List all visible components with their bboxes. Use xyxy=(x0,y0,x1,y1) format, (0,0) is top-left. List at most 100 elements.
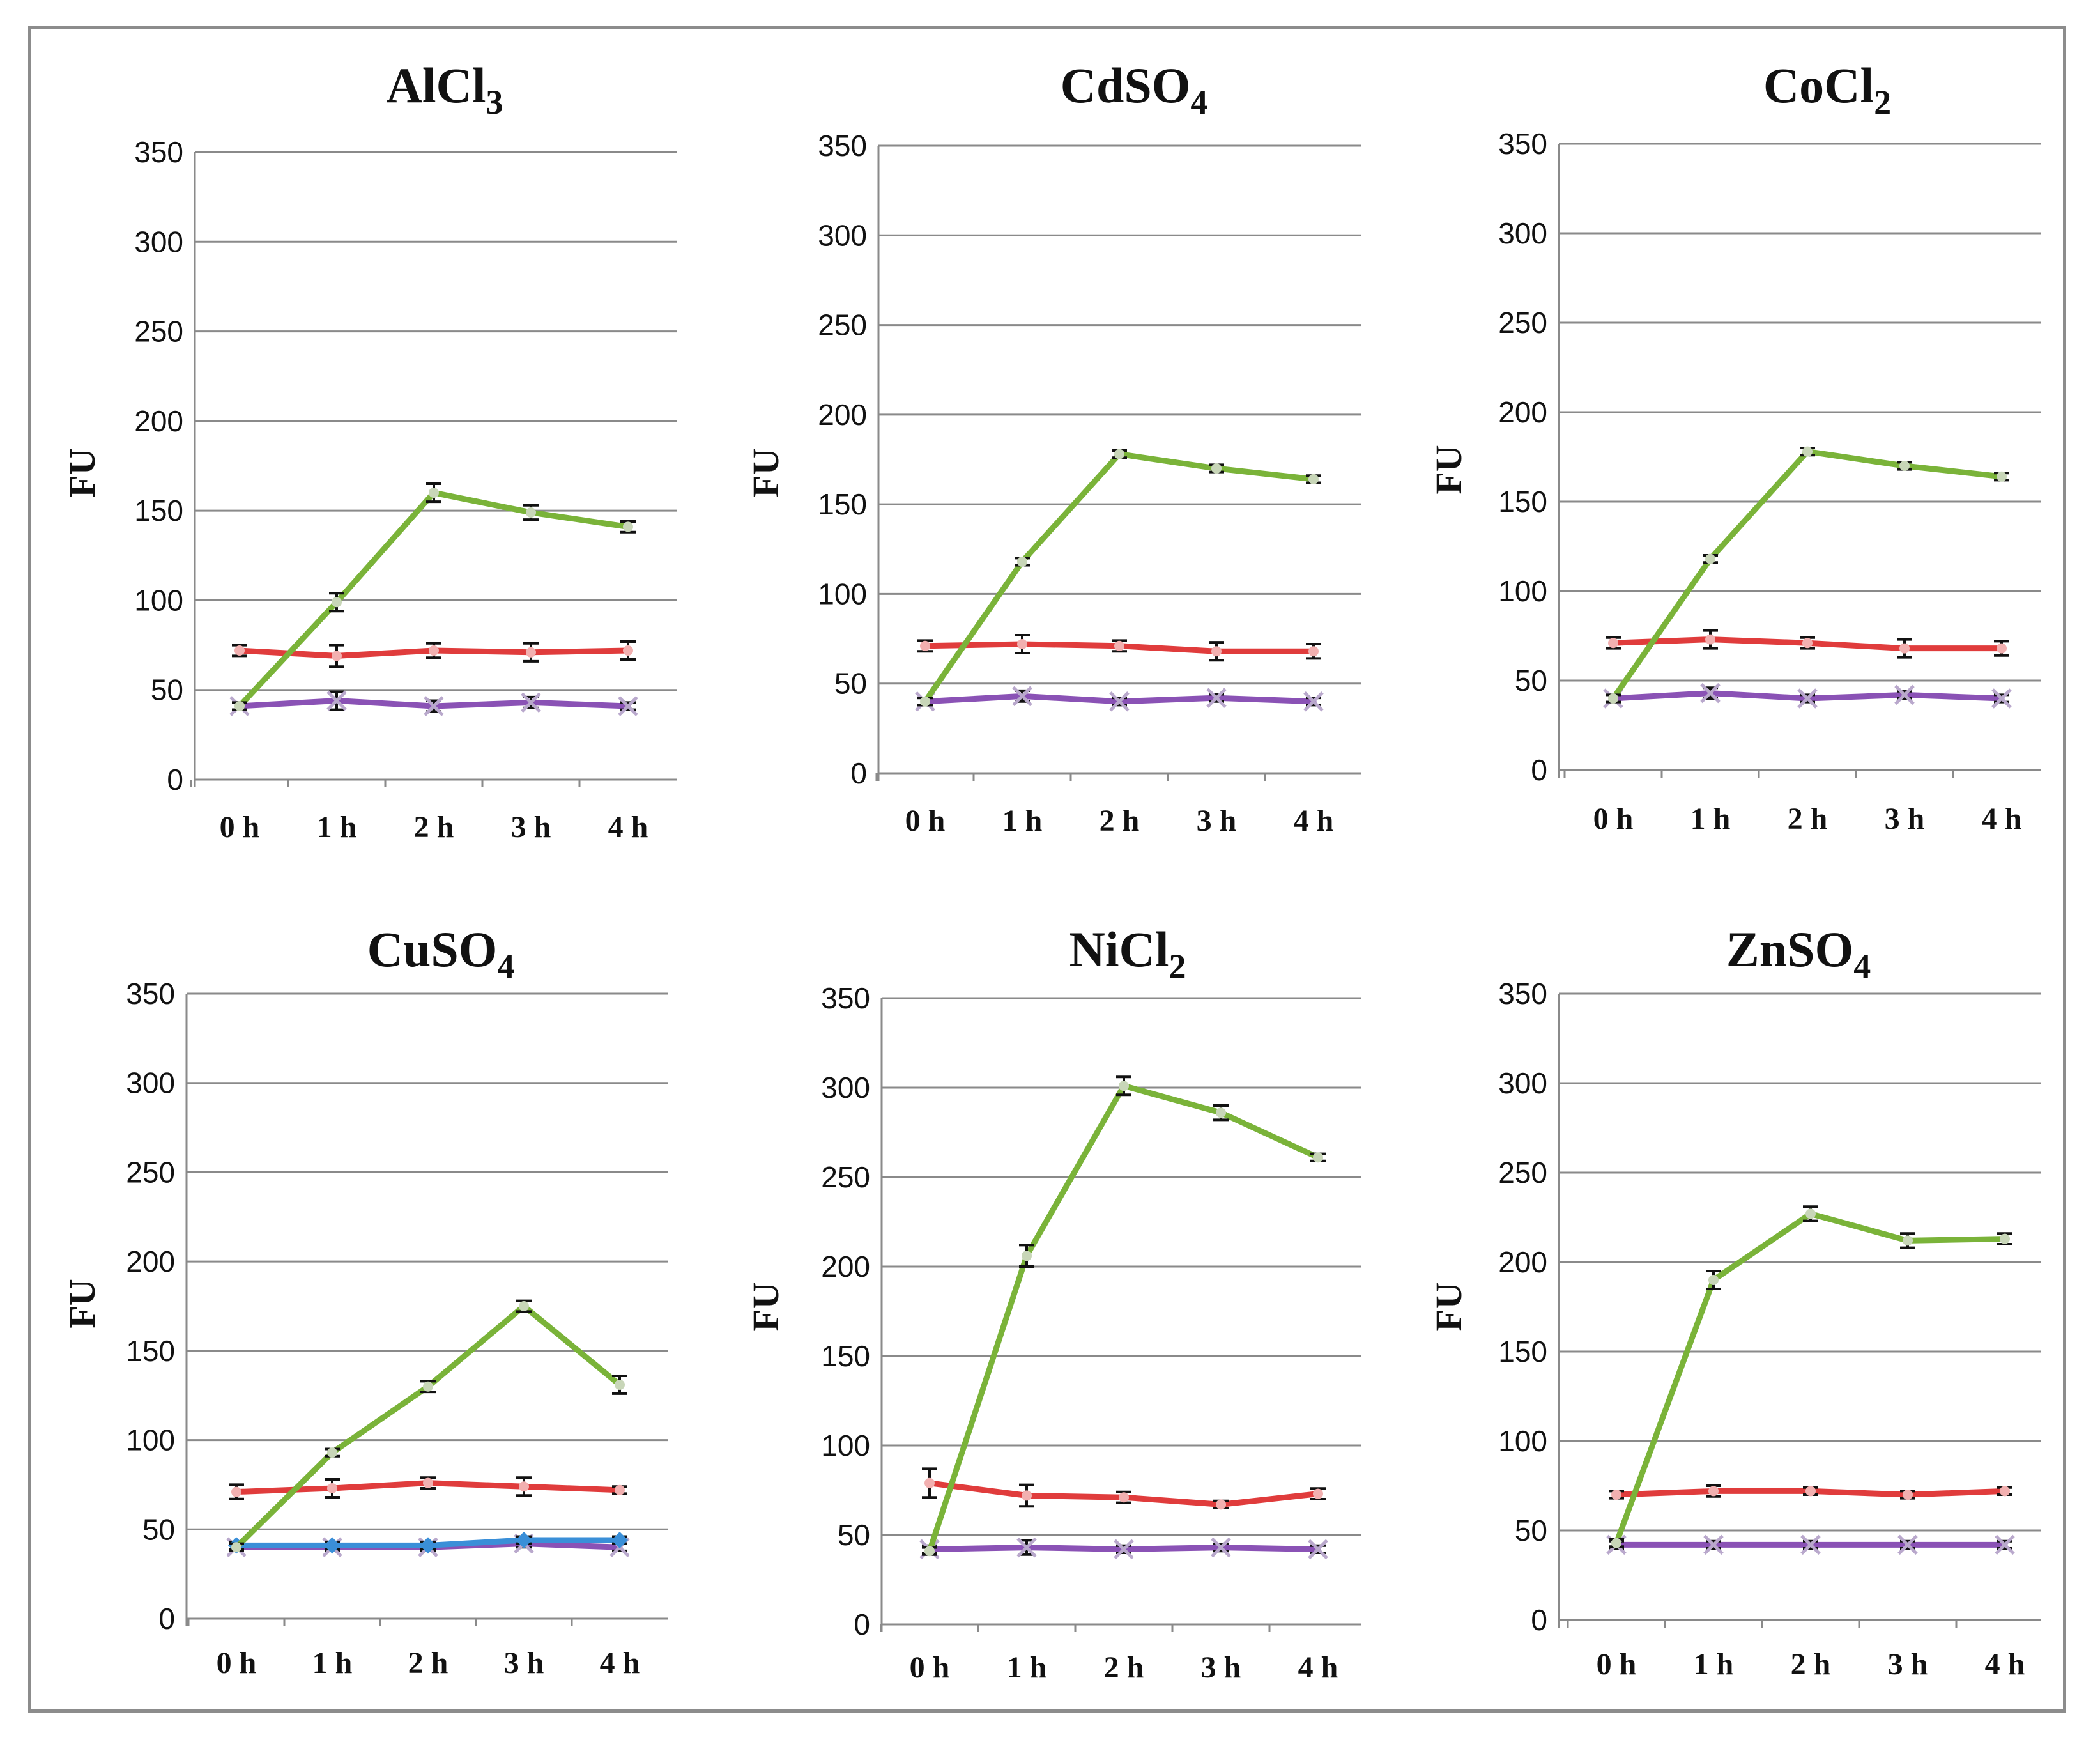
series-purple xyxy=(1603,682,2012,709)
chart-title-main: ZnSO xyxy=(1726,921,1853,977)
x-tick-labels: 0 h 1 h 2 h 3 h 4 h xyxy=(220,810,648,844)
y-tick-label: 150 xyxy=(126,1334,175,1368)
y-axis-label: FU xyxy=(745,1282,786,1331)
x-tick-label: 1 h xyxy=(317,810,357,844)
data-point-green xyxy=(1899,461,1910,471)
y-tick-label: 200 xyxy=(818,398,867,431)
data-point-green xyxy=(1997,471,2007,482)
data-point-purple xyxy=(618,696,638,716)
data-point-green xyxy=(1313,1152,1323,1163)
series-purple xyxy=(919,1537,1328,1560)
y-tick-label: 0 xyxy=(850,757,867,790)
series-red xyxy=(1609,1484,2012,1500)
series-line-green xyxy=(233,1303,623,1550)
x-tick-label: 2 h xyxy=(1104,1651,1144,1684)
gridlines xyxy=(1558,143,2041,778)
data-point-green xyxy=(1216,1107,1226,1118)
data-point-red xyxy=(423,1477,433,1488)
x-tick-label: 3 h xyxy=(504,1646,544,1680)
data-point-red xyxy=(2000,1486,2010,1497)
data-point-purple xyxy=(1991,688,2012,709)
data-point-red xyxy=(526,647,536,658)
series-purple xyxy=(915,686,1324,712)
data-point-purple xyxy=(1211,1537,1231,1558)
x-tick-label: 3 h xyxy=(1197,804,1237,838)
x-tick-labels: 0 h 1 h 2 h 3 h 4 h xyxy=(905,804,1334,838)
data-point-purple xyxy=(424,696,444,716)
y-tick-label: 250 xyxy=(818,309,867,342)
x-tick-label: 4 h xyxy=(608,810,648,844)
data-point-green xyxy=(231,1542,241,1553)
y-tick-label: 300 xyxy=(1498,217,1547,250)
data-series xyxy=(1603,446,2012,709)
series-green xyxy=(1606,446,2009,704)
data-point-green xyxy=(615,1379,625,1390)
data-point-red xyxy=(234,645,245,656)
data-point-red xyxy=(1705,634,1715,645)
data-point-red xyxy=(615,1484,625,1495)
y-tick-labels: 0 50 100 150 200 250 300 350 xyxy=(818,129,867,790)
data-point-green xyxy=(1608,693,1618,704)
data-point-green xyxy=(526,507,536,518)
chart-title-main: NiCl xyxy=(1069,921,1169,977)
data-point-red xyxy=(1997,643,2007,654)
data-point-red xyxy=(519,1481,529,1492)
chart-title-subscript: 2 xyxy=(1169,947,1186,985)
chart-title-subscript: 4 xyxy=(1190,83,1207,121)
data-point-blue xyxy=(611,1532,628,1549)
y-tick-label: 100 xyxy=(134,583,183,617)
y-tick-labels: 0 50 100 150 200 250 300 350 xyxy=(821,982,870,1641)
gridlines xyxy=(875,144,1361,781)
y-axis-label: FU xyxy=(1428,445,1469,494)
data-series xyxy=(229,482,638,716)
x-tick-label: 1 h xyxy=(312,1646,353,1680)
x-tick-labels: 0 h 1 h 2 h 3 h 4 h xyxy=(1593,802,2022,836)
series-red xyxy=(917,633,1321,662)
series-green xyxy=(1609,1205,2012,1548)
x-tick-label: 4 h xyxy=(1294,804,1334,838)
chart-panel-znso4: ZnSO4 FU 0 50 100 150 200 250 300 350 0 h 1 h 2 h… xyxy=(1428,921,2041,1681)
y-tick-labels: 0 50 100 150 200 250 300 350 xyxy=(1498,977,1547,1637)
series-line-green xyxy=(922,451,1317,705)
data-point-red xyxy=(231,1486,241,1497)
data-point-red xyxy=(1313,1488,1323,1499)
series-green xyxy=(922,1075,1326,1557)
y-tick-labels: 0 50 100 150 200 250 300 350 xyxy=(1498,127,1547,787)
y-tick-label: 0 xyxy=(1531,753,1547,787)
x-tick-label: 1 h xyxy=(1002,804,1043,838)
data-point-green xyxy=(1708,1275,1719,1285)
y-tick-label: 250 xyxy=(1498,306,1547,339)
y-tick-label: 0 xyxy=(1531,1603,1547,1637)
y-axis-label: FU xyxy=(61,448,103,497)
x-tick-label: 1 h xyxy=(1690,802,1731,836)
y-tick-label: 50 xyxy=(142,1513,175,1546)
y-tick-label: 150 xyxy=(821,1339,870,1373)
data-point-purple xyxy=(1800,1534,1821,1555)
data-point-green xyxy=(234,700,245,711)
data-point-red xyxy=(1308,646,1319,657)
data-point-red xyxy=(1211,646,1222,657)
data-point-green xyxy=(924,1546,935,1557)
series-line-green xyxy=(926,1083,1321,1554)
chart-panel-alcl3: AlCl3 FU 0 50 100 150 200 250 300 350 0 h 1 h 2 h… xyxy=(61,58,677,844)
data-point-purple xyxy=(1700,682,1721,704)
x-tick-label: 4 h xyxy=(1982,802,2022,836)
x-tick-label: 4 h xyxy=(600,1646,640,1680)
data-point-red xyxy=(327,1483,337,1494)
y-tick-label: 250 xyxy=(821,1160,870,1194)
x-tick-label: 2 h xyxy=(1100,804,1140,838)
gridlines xyxy=(185,992,668,1626)
x-tick-label: 2 h xyxy=(408,1646,448,1680)
x-tick-label: 4 h xyxy=(1298,1651,1338,1684)
y-tick-label: 50 xyxy=(838,1518,870,1552)
y-tick-label: 50 xyxy=(151,674,183,707)
data-point-green xyxy=(519,1301,529,1311)
data-point-red xyxy=(429,645,439,656)
data-point-blue xyxy=(324,1537,341,1554)
chart-title: NiCl2 xyxy=(1069,921,1186,985)
x-tick-label: 1 h xyxy=(1007,1651,1047,1684)
data-point-red xyxy=(1022,1490,1032,1501)
data-series xyxy=(915,449,1324,712)
gridlines xyxy=(1558,992,2041,1628)
chart-title-subscript: 4 xyxy=(497,947,514,985)
